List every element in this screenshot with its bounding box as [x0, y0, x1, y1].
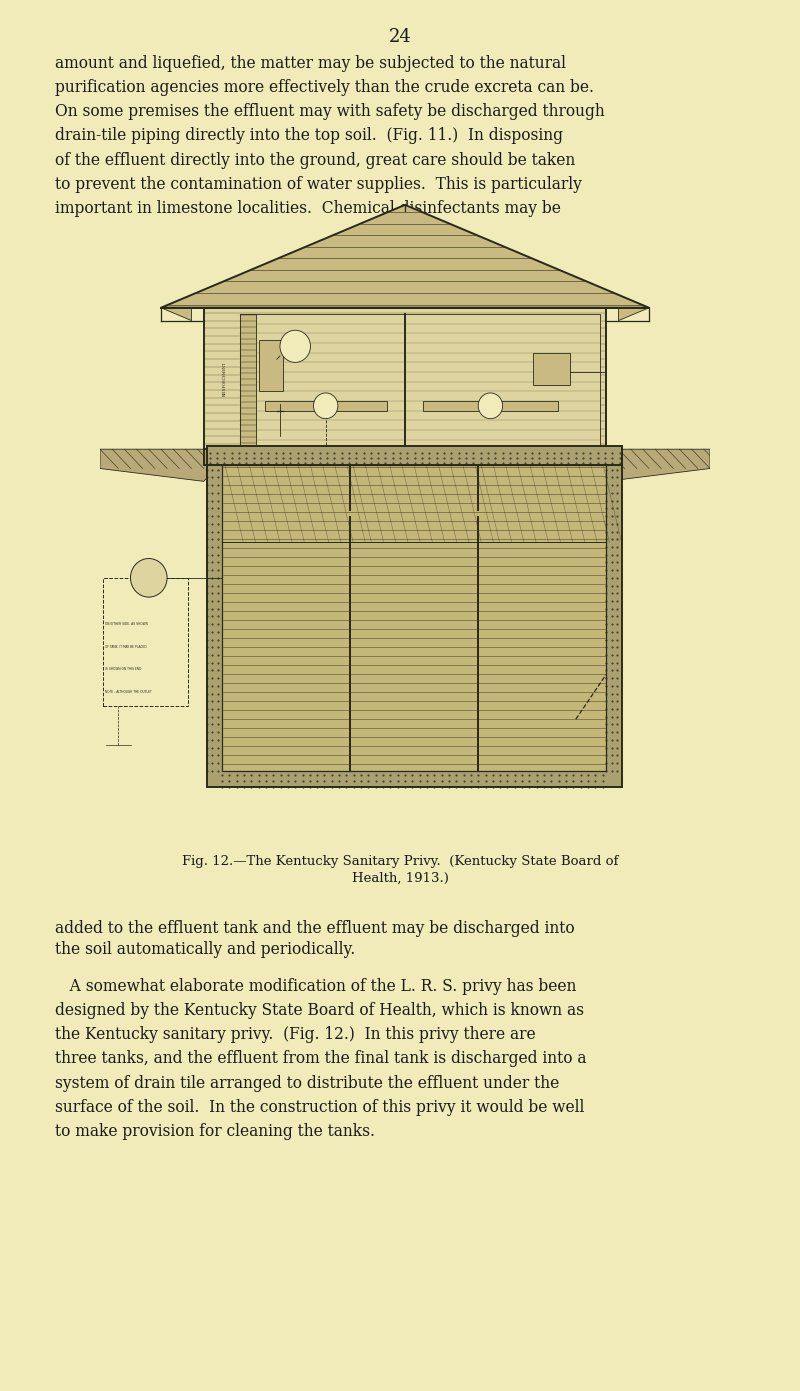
Bar [423, 401, 558, 410]
Bar [258, 339, 283, 391]
Bar [206, 447, 622, 465]
Bar [206, 465, 622, 787]
Text: 24: 24 [389, 28, 411, 46]
Bar [204, 449, 606, 465]
Bar [240, 314, 255, 447]
Circle shape [314, 392, 338, 419]
Text: REINFORCEMENT: REINFORCEMENT [223, 362, 227, 395]
Bar [265, 401, 386, 410]
Bar [103, 577, 189, 707]
Text: IS SHOWN ON THIS END: IS SHOWN ON THIS END [105, 668, 142, 670]
Text: Health, 1913.): Health, 1913.) [351, 872, 449, 885]
Polygon shape [161, 307, 191, 320]
Polygon shape [618, 307, 649, 320]
Polygon shape [161, 204, 649, 307]
Text: added to the effluent tank and the effluent may be discharged into: added to the effluent tank and the efflu… [55, 919, 574, 938]
Text: Fig. 12.—The Kentucky Sanitary Privy.  (Kentucky State Board of: Fig. 12.—The Kentucky Sanitary Privy. (K… [182, 855, 618, 868]
Text: OF TANK, IT MAY BE PLACED: OF TANK, IT MAY BE PLACED [105, 644, 146, 648]
Bar [533, 353, 570, 385]
Text: NOTE - ALTHOUGH THE OUTLET: NOTE - ALTHOUGH THE OUTLET [105, 690, 151, 694]
Bar [240, 314, 600, 447]
Circle shape [280, 330, 310, 363]
Text: the soil automatically and periodically.: the soil automatically and periodically. [55, 940, 355, 957]
Bar [204, 307, 606, 449]
Polygon shape [100, 449, 216, 481]
Circle shape [478, 392, 502, 419]
Bar [222, 465, 606, 771]
Text: amount and liquefied, the matter may be subjected to the natural
purification ag: amount and liquefied, the matter may be … [55, 56, 605, 217]
Text: A somewhat elaborate modification of the L. R. S. privy has been
designed by the: A somewhat elaborate modification of the… [55, 978, 586, 1139]
Polygon shape [594, 449, 710, 481]
Circle shape [130, 559, 167, 597]
Text: ON EITHER SIDE, AS SHOWN: ON EITHER SIDE, AS SHOWN [105, 622, 148, 626]
